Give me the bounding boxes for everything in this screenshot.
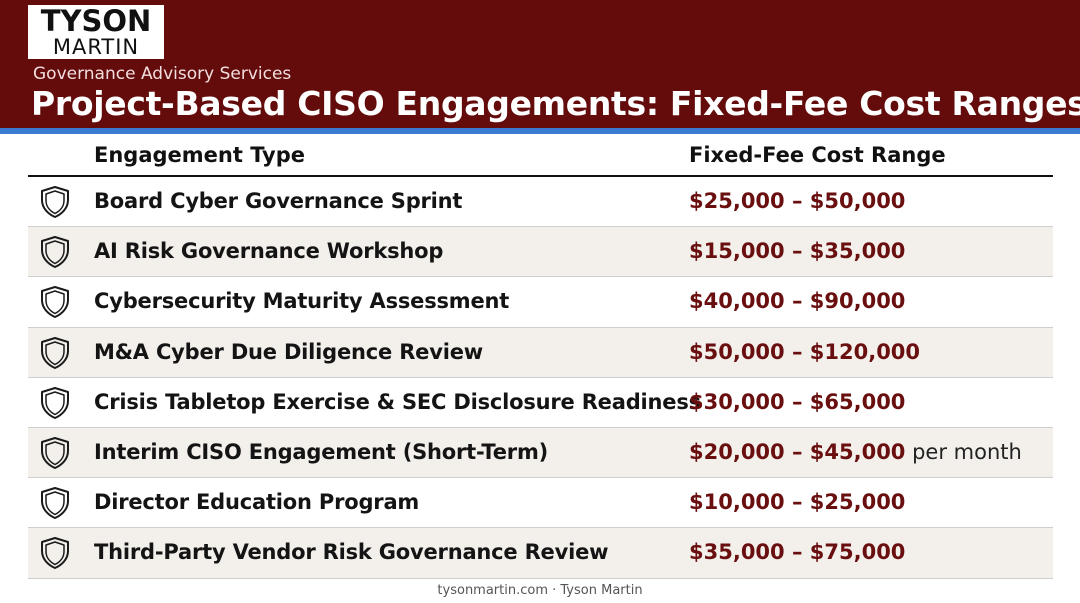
logo-line1: TYSON <box>40 4 152 38</box>
table-row: Cybersecurity Maturity Assessment $40,000… <box>28 277 1053 328</box>
cost-range-cell: $30,000 – $65,000 <box>689 390 905 414</box>
engagement-type: Crisis Tabletop Exercise & SEC Disclosur… <box>94 389 701 414</box>
cost-range: $15,000 – $35,000 <box>689 239 906 264</box>
cost-range-cell: $10,000 – $25,000 <box>689 490 905 514</box>
cost-range: $40,000 – $90,000 <box>689 289 906 314</box>
shield-icon <box>38 436 72 470</box>
footer-credit: tysonmartin.com · Tyson Martin <box>437 583 643 598</box>
cost-range-cell: $35,000 – $75,000 <box>689 540 905 564</box>
logo-line2: MARTIN <box>52 35 140 59</box>
company-logo: TYSON MARTIN <box>28 5 164 59</box>
shield-icon <box>38 285 72 319</box>
shield-icon <box>38 235 72 269</box>
cost-range-cell: $40,000 – $90,000 <box>689 289 905 313</box>
table-row: M&A Cyber Due Diligence Review $50,000 – … <box>28 327 1053 378</box>
table-row: AI Risk Governance Workshop $15,000 – $35… <box>28 227 1053 278</box>
engagement-type: Cybersecurity Maturity Assessment <box>94 289 510 314</box>
column-header-cost: Fixed-Fee Cost Range <box>689 143 946 167</box>
cost-range: $20,000 – $45,000 <box>689 439 906 464</box>
engagement-type: Director Education Program <box>94 490 420 515</box>
engagement-type: AI Risk Governance Workshop <box>94 239 444 264</box>
cost-range: $50,000 – $120,000 <box>689 339 921 364</box>
shield-icon <box>38 486 72 520</box>
cost-range-cell: $50,000 – $120,000 <box>689 340 920 364</box>
cost-suffix: per month <box>905 439 1022 464</box>
table-header: Engagement Type Fixed-Fee Cost Range <box>28 135 1053 177</box>
shield-icon <box>38 386 72 420</box>
table-row: Board Cyber Governance Sprint $25,000 – $… <box>28 177 1053 228</box>
cost-table: Engagement Type Fixed-Fee Cost Range Boa… <box>28 135 1053 579</box>
accent-stripe <box>0 128 1080 134</box>
page-subtitle: Governance Advisory Services <box>33 64 292 84</box>
cost-range-cell: $15,000 – $35,000 <box>689 239 905 263</box>
table-row: Crisis Tabletop Exercise & SEC Disclosur… <box>28 378 1053 428</box>
engagement-type: Interim CISO Engagement (Short-Term) <box>94 439 549 464</box>
cost-range: $10,000 – $25,000 <box>689 490 906 515</box>
cost-range-cell: $20,000 – $45,000 per month <box>689 440 1022 464</box>
header-banner: TYSON MARTIN Governance Advisory Service… <box>0 0 1080 128</box>
cost-range: $30,000 – $65,000 <box>689 389 906 414</box>
cost-range-cell: $25,000 – $50,000 <box>689 189 905 213</box>
cost-range: $25,000 – $50,000 <box>689 189 906 213</box>
table-row: Director Education Program $10,000 – $25,… <box>28 478 1053 529</box>
page-title: Project-Based CISO Engagements: Fixed-Fe… <box>31 84 1080 123</box>
column-header-type: Engagement Type <box>94 143 305 167</box>
engagement-type: Third-Party Vendor Risk Governance Revie… <box>94 540 609 565</box>
engagement-type: M&A Cyber Due Diligence Review <box>94 339 483 364</box>
table-row: Interim CISO Engagement (Short-Term) $20,… <box>28 427 1053 479</box>
shield-icon <box>38 185 72 219</box>
table-body: Board Cyber Governance Sprint $25,000 – $… <box>28 177 1053 579</box>
engagement-type: Board Cyber Governance Sprint <box>94 189 463 213</box>
table-row: Third-Party Vendor Risk Governance Revie… <box>28 528 1053 579</box>
cost-range: $35,000 – $75,000 <box>689 540 906 565</box>
shield-icon <box>38 336 72 370</box>
shield-icon <box>38 536 72 570</box>
